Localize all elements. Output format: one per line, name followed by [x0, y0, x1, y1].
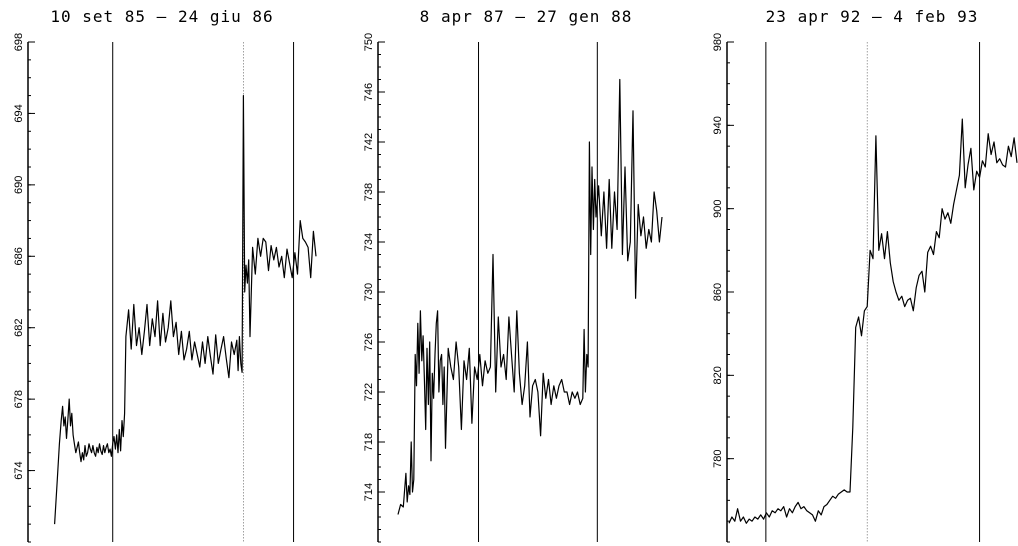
- y-tick-label: 698: [13, 33, 25, 51]
- y-tick-label: 686: [13, 247, 25, 265]
- y-tick-label: 694: [13, 104, 25, 122]
- y-tick-label: 820: [712, 366, 724, 384]
- y-tick-label: 780: [712, 449, 724, 467]
- y-tick-label: 734: [363, 233, 375, 251]
- y-tick-label: 682: [13, 319, 25, 337]
- y-tick-label: 742: [363, 133, 375, 151]
- y-tick-label: 860: [712, 283, 724, 301]
- chart-panel-1: 10 set 85 – 24 giu 86 674 678 682 686 690 694…: [13, 7, 317, 543]
- y-tick-label: 674: [13, 461, 25, 479]
- series-line-2: [397, 78, 663, 515]
- y-tick-label: 730: [363, 283, 375, 301]
- y-tick-label: 940: [712, 116, 724, 134]
- y-tick-label: 722: [363, 383, 375, 401]
- y-tick-label: 714: [363, 483, 375, 501]
- y-tick-label: 738: [363, 183, 375, 201]
- y-tick-label: 750: [363, 33, 375, 51]
- chart-title-1: 10 set 85 – 24 giu 86: [50, 7, 273, 26]
- y-tick-label: 726: [363, 333, 375, 351]
- chart-panel-2: 8 apr 87 – 27 gen 88 714 718 722 726 730 734 7…: [363, 7, 663, 543]
- y-tick-label: 678: [13, 390, 25, 408]
- y-tick-label: 980: [712, 33, 724, 51]
- y-tick-label: 746: [363, 83, 375, 101]
- y-tick-label: 690: [13, 176, 25, 194]
- chart-panel-3: 23 apr 92 – 4 feb 93 780 820 860 900 940 980: [712, 7, 1018, 543]
- series-line-3: [728, 118, 1018, 524]
- y-tick-label: 718: [363, 433, 375, 451]
- series-line-1: [54, 94, 317, 525]
- chart-title-2: 8 apr 87 – 27 gen 88: [420, 7, 633, 26]
- y-tick-label: 900: [712, 199, 724, 217]
- chart-title-3: 23 apr 92 – 4 feb 93: [766, 7, 979, 26]
